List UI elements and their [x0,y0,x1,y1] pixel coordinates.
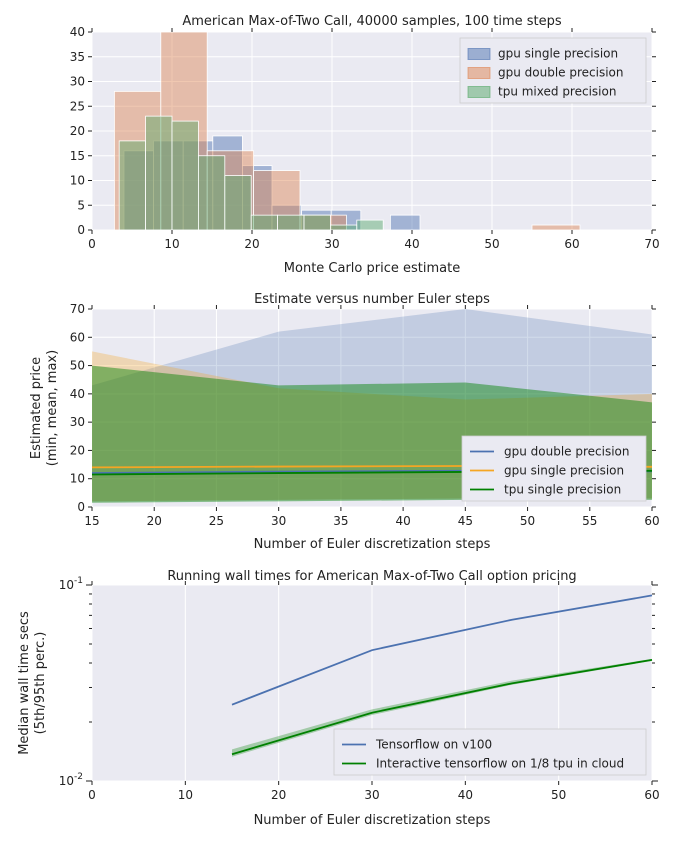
histogram-bar [114,91,162,231]
histogram-title: American Max-of-Two Call, 40000 samples,… [182,14,562,29]
euler-steps-y-axis-label-line2: (min, mean, max) [45,350,60,466]
wall-times-y-axis-label-line1: Median wall time secs [17,611,32,755]
x-tick-label: 50 [520,514,535,528]
euler-steps-title: Estimate versus number Euler steps [254,292,490,307]
y-tick-label: 50 [70,359,85,373]
legend-label: Tensorflow on v100 [375,738,492,752]
y-tick-label: 35 [70,50,85,64]
histogram-x-axis-label: Monte Carlo price estimate [284,261,460,276]
histogram-bar [356,219,384,231]
x-tick-label: 0 [88,237,96,251]
x-tick-label: 0 [88,788,96,802]
histogram-bar [277,214,305,231]
legend-label: gpu single precision [498,47,618,61]
histogram-bar [118,140,146,231]
x-tick-label: 15 [84,514,99,528]
y-tick-label: 30 [70,75,85,89]
x-tick-label: 30 [271,514,286,528]
x-tick-label: 55 [582,514,597,528]
x-tick-label: 25 [209,514,224,528]
legend-swatch [467,48,491,60]
histogram-bar [241,165,273,231]
wall-times-y-axis-label-line2: (5th/95th perc.) [33,632,48,735]
y-tick-label: 30 [70,415,85,429]
x-tick-label: 20 [147,514,162,528]
wall-times-title: Running wall times for American Max-of-T… [167,569,576,584]
y-tick-label: 5 [77,198,85,212]
median-line [231,658,653,756]
x-tick-label: 70 [644,237,659,251]
x-tick-label: 60 [644,788,659,802]
y-tick-label: 40 [70,387,85,401]
euler-steps-y-axis-label-line1: Estimated price [29,357,44,459]
histogram-panel: American Max-of-Two Call, 40000 samples,… [70,14,660,276]
y-tick-label: 10 [70,174,85,188]
wall-times-x-axis-label: Number of Euler discretization steps [254,813,491,828]
y-tick-label: 60 [70,330,85,344]
histogram-bar [303,214,331,231]
legend-swatch [467,86,491,98]
y-tick-label: 10-2 [59,772,83,788]
x-tick-label: 20 [271,788,286,802]
x-tick-label: 60 [644,514,659,528]
y-tick-label: 10-1 [59,576,83,592]
histogram-bar [250,214,278,231]
x-tick-label: 20 [244,237,259,251]
legend-label: tpu mixed precision [498,85,616,99]
x-tick-label: 10 [178,788,193,802]
histogram-legend [459,37,647,104]
histogram-bar [153,140,184,231]
euler-steps-x-axis-label: Number of Euler discretization steps [254,537,491,552]
y-tick-label: 20 [70,124,85,138]
histogram-bar [329,224,358,231]
y-tick-label: 40 [70,25,85,39]
legend-label: Interactive tensorflow on 1/8 tpu in clo… [376,757,624,771]
x-tick-label: 40 [458,788,473,802]
wall-times-legend [333,728,647,776]
median-line [231,594,653,706]
y-tick-label: 0 [77,500,85,514]
x-tick-label: 50 [551,788,566,802]
histogram-bar [171,120,199,231]
y-tick-label: 25 [70,99,85,113]
y-tick-label: 15 [70,149,85,163]
histogram-bar [123,150,155,231]
x-tick-label: 10 [164,237,179,251]
legend-label: gpu double precision [504,445,630,459]
legend-label: tpu single precision [504,483,621,497]
x-tick-label: 35 [333,514,348,528]
x-tick-label: 60 [564,237,579,251]
y-tick-label: 0 [77,223,85,237]
x-tick-label: 45 [458,514,473,528]
legend-label: gpu single precision [504,464,624,478]
legend-swatch [467,67,491,79]
wall-times-panel: Running wall times for American Max-of-T… [17,569,660,828]
x-tick-label: 30 [364,788,379,802]
y-tick-label: 70 [70,302,85,316]
x-tick-label: 40 [395,514,410,528]
histogram-bar [253,170,301,231]
x-tick-label: 40 [404,237,419,251]
histogram-bar [389,214,421,231]
histogram-bar [145,115,173,231]
histogram-bar [197,155,226,231]
y-tick-label: 20 [70,443,85,457]
histogram-bar [531,224,581,231]
y-tick-label: 10 [70,472,85,486]
histogram-bar [224,175,252,231]
histogram-bar [160,31,208,231]
euler-steps-panel: Estimate versus number Euler steps 15 20 2… [29,292,660,552]
x-tick-label: 30 [324,237,339,251]
legend-label: gpu double precision [498,66,624,80]
x-tick-label: 50 [484,237,499,251]
